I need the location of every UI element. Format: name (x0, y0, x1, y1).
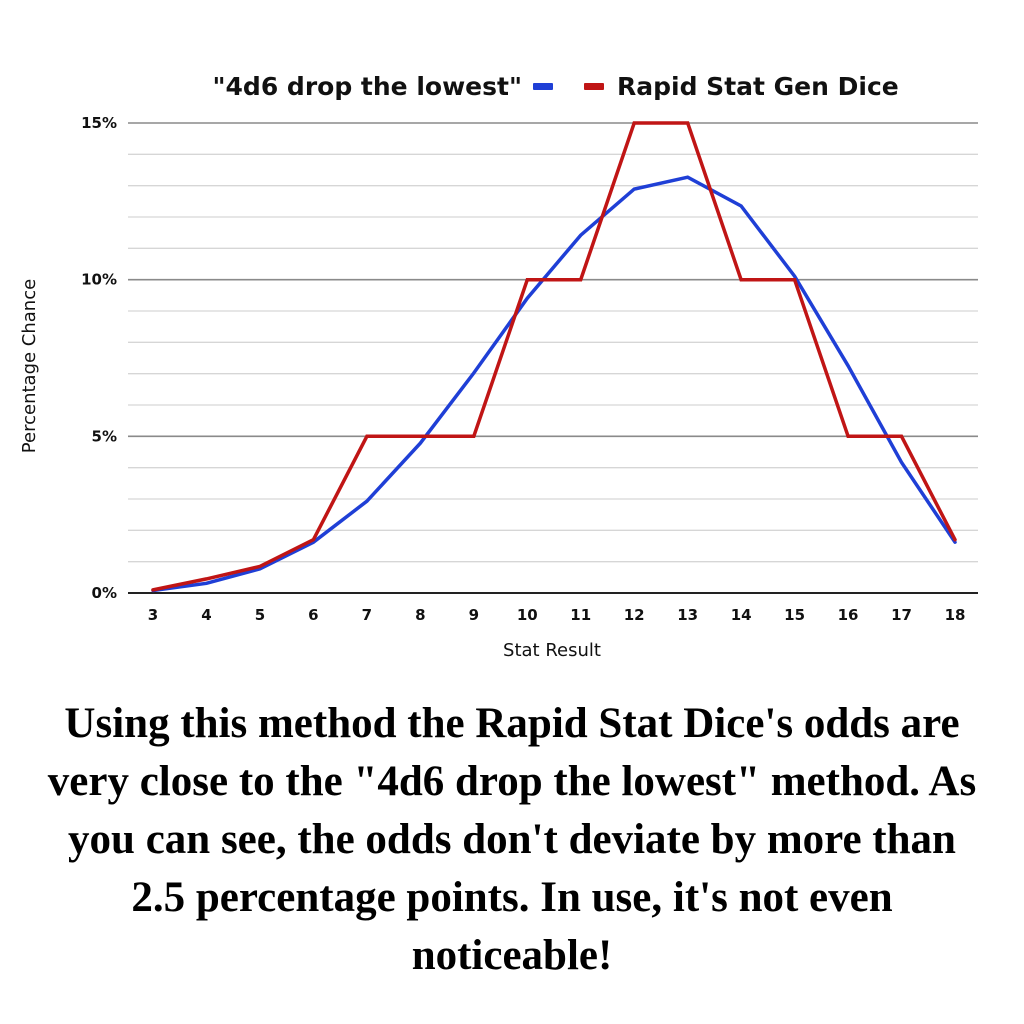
gridlines (128, 122, 978, 594)
x-tick-label: 6 (308, 606, 318, 624)
x-tick-label: 12 (624, 606, 645, 624)
x-tick-label: 18 (945, 606, 966, 624)
x-tick-label: 10 (517, 606, 538, 624)
legend-label-series-1: "4d6 drop the lowest" (213, 72, 522, 101)
line-chart: 0% 5% 10% 15% 3 4 5 6 7 8 9 10 11 12 13 14 15 16 17 18 "4d… (19, 72, 978, 661)
y-tick-label: 15% (81, 114, 117, 132)
legend-swatch-series-1 (533, 83, 553, 90)
y-axis-title: Percentage Chance (19, 279, 40, 453)
x-axis-ticks: 3 4 5 6 7 8 9 10 11 12 13 14 15 16 17 18 (148, 606, 966, 624)
y-tick-label: 5% (92, 427, 117, 445)
x-tick-label: 4 (201, 606, 211, 624)
legend: "4d6 drop the lowest" Rapid Stat Gen Dice (213, 72, 899, 101)
legend-swatch-series-2 (584, 83, 604, 90)
x-tick-label: 13 (677, 606, 698, 624)
series-line-2 (151, 121, 957, 592)
x-tick-label: 17 (891, 606, 912, 624)
series-line-1 (151, 175, 957, 593)
x-tick-label: 11 (570, 606, 591, 624)
x-axis-title: Stat Result (503, 640, 601, 661)
x-tick-label: 9 (469, 606, 479, 624)
y-axis-ticks: 0% 5% 10% 15% (81, 114, 117, 602)
x-tick-label: 3 (148, 606, 158, 624)
legend-label-series-2: Rapid Stat Gen Dice (617, 72, 899, 101)
x-tick-label: 5 (255, 606, 265, 624)
x-tick-label: 7 (362, 606, 372, 624)
x-tick-label: 14 (731, 606, 752, 624)
caption-text: Using this method the Rapid Stat Dice's … (47, 700, 977, 979)
x-tick-label: 8 (415, 606, 425, 624)
series-lines (151, 121, 957, 593)
y-tick-label: 0% (92, 584, 117, 602)
x-tick-label: 15 (784, 606, 805, 624)
y-tick-label: 10% (81, 271, 117, 289)
x-tick-label: 16 (838, 606, 859, 624)
